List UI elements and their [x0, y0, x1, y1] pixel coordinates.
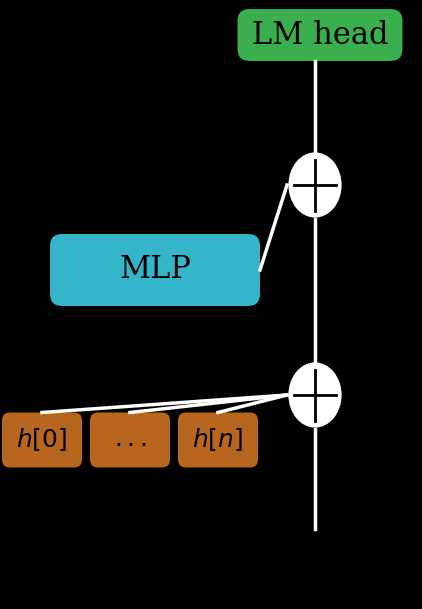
FancyBboxPatch shape	[50, 234, 260, 306]
Text: $h[n]$: $h[n]$	[192, 426, 243, 454]
Text: $h[0]$: $h[0]$	[16, 426, 68, 454]
FancyBboxPatch shape	[178, 412, 258, 468]
Text: LM head: LM head	[252, 19, 388, 51]
Text: MLP: MLP	[119, 255, 191, 286]
FancyBboxPatch shape	[90, 412, 170, 468]
Ellipse shape	[287, 151, 343, 219]
FancyBboxPatch shape	[238, 9, 403, 61]
Text: $...$: $...$	[114, 429, 146, 451]
Ellipse shape	[287, 361, 343, 429]
FancyBboxPatch shape	[2, 412, 82, 468]
